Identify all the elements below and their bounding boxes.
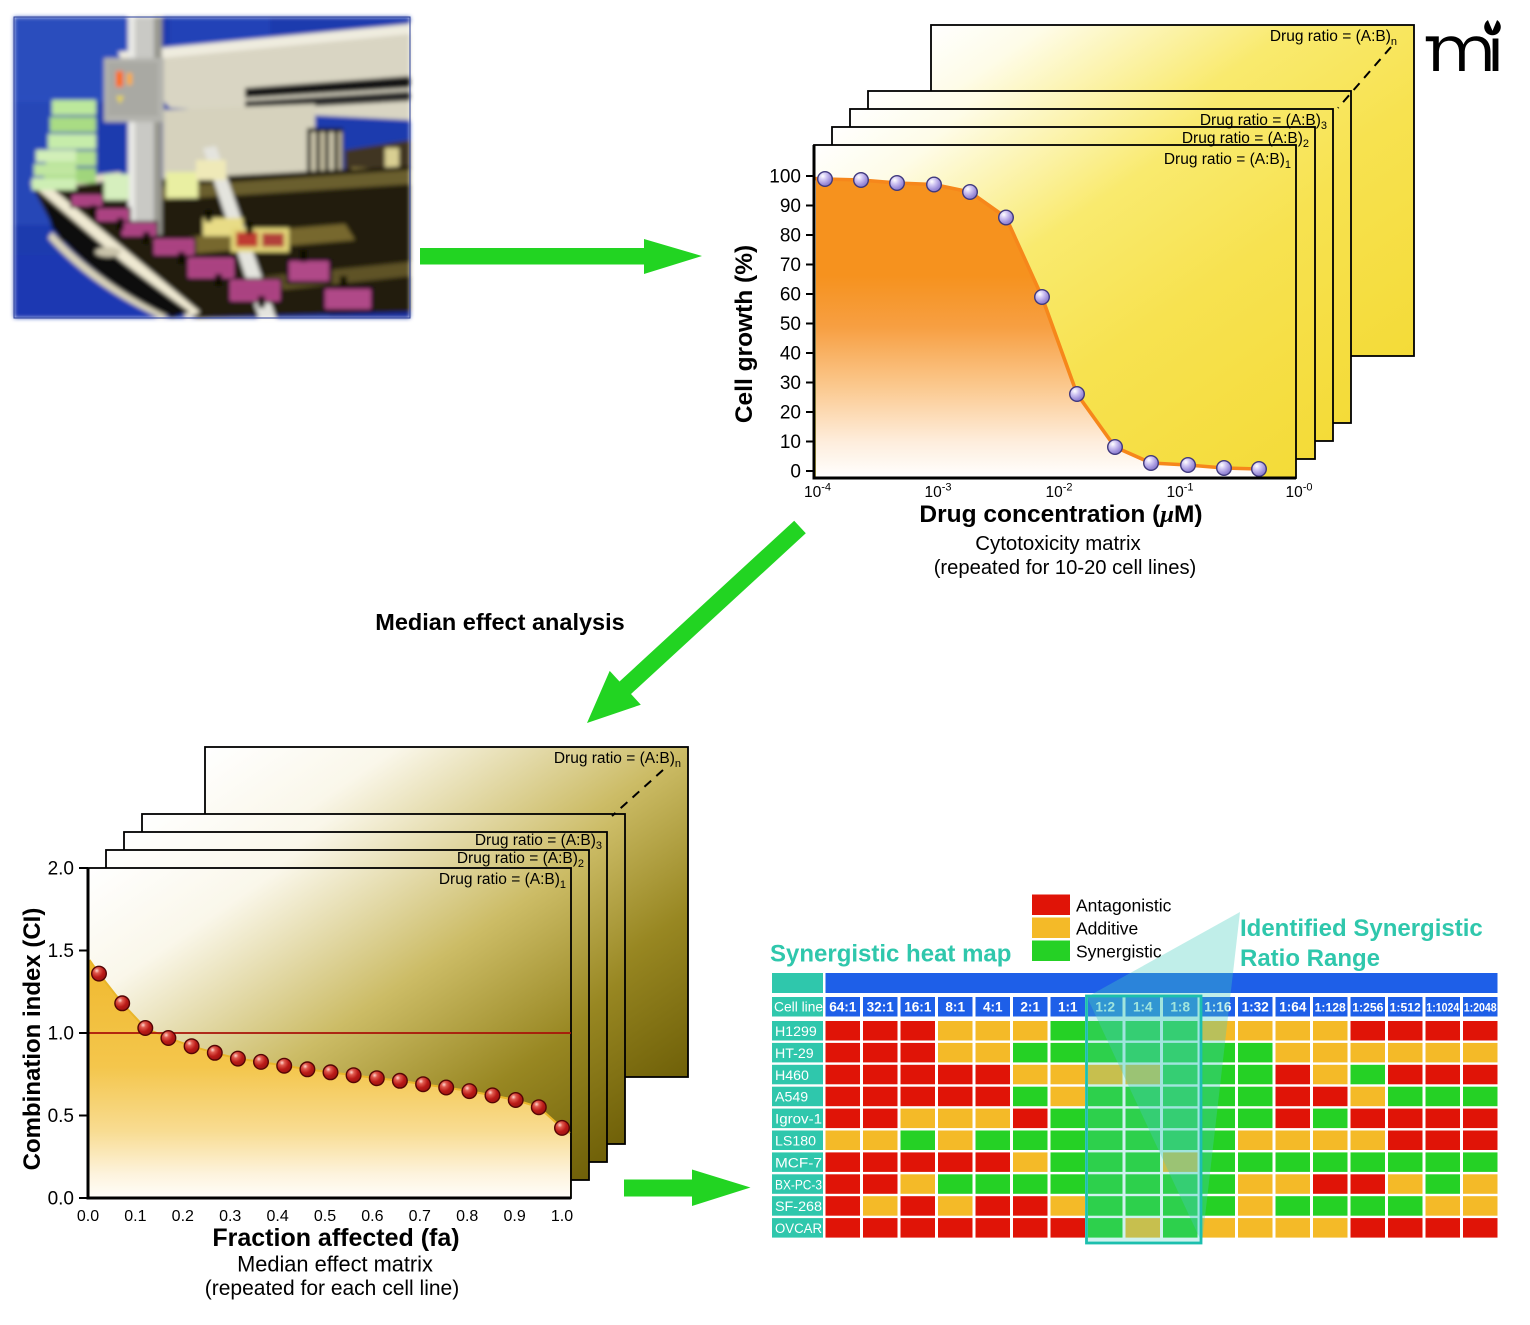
svg-text:1:8: 1:8: [1170, 1000, 1190, 1015]
svg-text:10: 10: [780, 432, 801, 453]
svg-text:1.0: 1.0: [48, 1024, 74, 1045]
svg-text:0.5: 0.5: [48, 1106, 74, 1127]
svg-text:10-1: 10-1: [1166, 482, 1193, 502]
svg-text:(repeated for 10-20 cell lines: (repeated for 10-20 cell lines): [934, 557, 1197, 579]
svg-text:50: 50: [780, 314, 801, 335]
svg-text:10-2: 10-2: [1045, 482, 1072, 502]
svg-text:2.0: 2.0: [48, 859, 74, 880]
svg-text:1:64: 1:64: [1279, 1000, 1307, 1015]
svg-text:LS180: LS180: [775, 1134, 816, 1150]
svg-text:Cell growth (%): Cell growth (%): [731, 245, 758, 423]
svg-text:30: 30: [780, 373, 801, 394]
svg-text:4:1: 4:1: [983, 1000, 1003, 1015]
svg-text:80: 80: [780, 226, 801, 247]
svg-text:0.0: 0.0: [48, 1189, 74, 1210]
svg-text:Antagonistic: Antagonistic: [1076, 896, 1172, 916]
svg-text:10-0: 10-0: [1285, 482, 1312, 502]
svg-text:10-3: 10-3: [924, 482, 951, 502]
svg-text:1:1: 1:1: [1058, 1000, 1078, 1015]
svg-text:Drug concentration (μM): Drug concentration (μM): [919, 501, 1202, 528]
svg-text:Identified Synergistic: Identified Synergistic: [1240, 915, 1483, 942]
svg-text:0.9: 0.9: [503, 1208, 525, 1225]
svg-text:60: 60: [780, 285, 801, 306]
svg-text:40: 40: [780, 344, 801, 365]
svg-text:Ratio Range: Ratio Range: [1240, 945, 1380, 972]
svg-text:Igrov-1: Igrov-1: [775, 1112, 822, 1128]
svg-text:70: 70: [780, 255, 801, 276]
svg-text:Drug ratio = (A:B)3: Drug ratio = (A:B)3: [475, 832, 602, 852]
svg-text:1:16: 1:16: [1204, 1000, 1232, 1015]
svg-text:90: 90: [780, 196, 801, 217]
svg-text:2:1: 2:1: [1020, 1000, 1040, 1015]
svg-text:1:4: 1:4: [1133, 1000, 1153, 1015]
svg-text:Median effect analysis: Median effect analysis: [375, 609, 624, 635]
svg-text:1.0: 1.0: [551, 1208, 573, 1225]
svg-text:16:1: 16:1: [904, 1000, 932, 1015]
svg-text:H460: H460: [775, 1068, 809, 1084]
svg-text:Cell line: Cell line: [774, 1000, 823, 1015]
svg-text:A549: A549: [775, 1090, 808, 1106]
svg-text:Drug ratio = (A:B)2: Drug ratio = (A:B)2: [1182, 130, 1309, 150]
svg-text:Additive: Additive: [1076, 919, 1138, 939]
svg-text:Median effect matrix: Median effect matrix: [237, 1252, 433, 1277]
svg-text:1:2048: 1:2048: [1464, 1001, 1497, 1015]
svg-text:32:1: 32:1: [867, 1000, 895, 1015]
svg-text:64:1: 64:1: [829, 1000, 857, 1015]
svg-text:1:512: 1:512: [1390, 1001, 1421, 1015]
svg-text:HT-29: HT-29: [775, 1046, 814, 1062]
svg-text:Drug ratio = (A:B)n: Drug ratio = (A:B)n: [554, 750, 681, 770]
svg-text:20: 20: [780, 403, 801, 424]
svg-text:(repeated for each cell line): (repeated for each cell line): [205, 1277, 459, 1300]
svg-text:Combination index (CI): Combination index (CI): [19, 908, 46, 1171]
svg-text:1:2: 1:2: [1095, 1000, 1115, 1015]
svg-text:Fraction affected (fa): Fraction affected (fa): [212, 1224, 459, 1252]
svg-text:0.6: 0.6: [361, 1208, 383, 1225]
svg-text:0.5: 0.5: [314, 1208, 336, 1225]
svg-text:Synergistic: Synergistic: [1076, 942, 1162, 962]
svg-text:10-4: 10-4: [804, 482, 831, 502]
svg-text:1:1024: 1:1024: [1426, 1001, 1459, 1015]
svg-text:0.7: 0.7: [409, 1208, 431, 1225]
svg-text:Drug ratio = (A:B)1: Drug ratio = (A:B)1: [439, 871, 566, 891]
svg-text:Drug ratio = (A:B)3: Drug ratio = (A:B)3: [1200, 112, 1327, 132]
svg-text:0.0: 0.0: [77, 1208, 99, 1225]
svg-text:Cytotoxicity matrix: Cytotoxicity matrix: [975, 533, 1140, 555]
svg-text:1:32: 1:32: [1242, 1000, 1270, 1015]
svg-text:1:256: 1:256: [1352, 1001, 1383, 1015]
svg-text:0.4: 0.4: [266, 1208, 288, 1225]
svg-text:0.2: 0.2: [172, 1208, 194, 1225]
svg-text:H1299: H1299: [775, 1024, 817, 1040]
svg-text:1.5: 1.5: [48, 941, 74, 962]
svg-text:Synergistic heat map: Synergistic heat map: [770, 941, 1011, 968]
svg-text:0.8: 0.8: [456, 1208, 478, 1225]
svg-text:BX-PC-3: BX-PC-3: [775, 1177, 822, 1193]
svg-text:MCF-7: MCF-7: [775, 1155, 822, 1171]
svg-text:OVCAR: OVCAR: [775, 1221, 822, 1237]
svg-text:Drug ratio = (A:B)1: Drug ratio = (A:B)1: [1164, 151, 1291, 171]
svg-text:1:128: 1:128: [1315, 1001, 1346, 1015]
svg-text:Drug ratio = (A:B)2: Drug ratio = (A:B)2: [457, 850, 584, 870]
svg-text:SF-268: SF-268: [775, 1199, 822, 1215]
svg-text:Drug ratio = (A:B)n: Drug ratio = (A:B)n: [1270, 28, 1397, 48]
svg-text:8:1: 8:1: [945, 1000, 965, 1015]
svg-text:100: 100: [769, 167, 801, 188]
svg-text:0.1: 0.1: [124, 1208, 146, 1225]
svg-text:0.3: 0.3: [219, 1208, 241, 1225]
svg-text:0: 0: [790, 462, 801, 483]
